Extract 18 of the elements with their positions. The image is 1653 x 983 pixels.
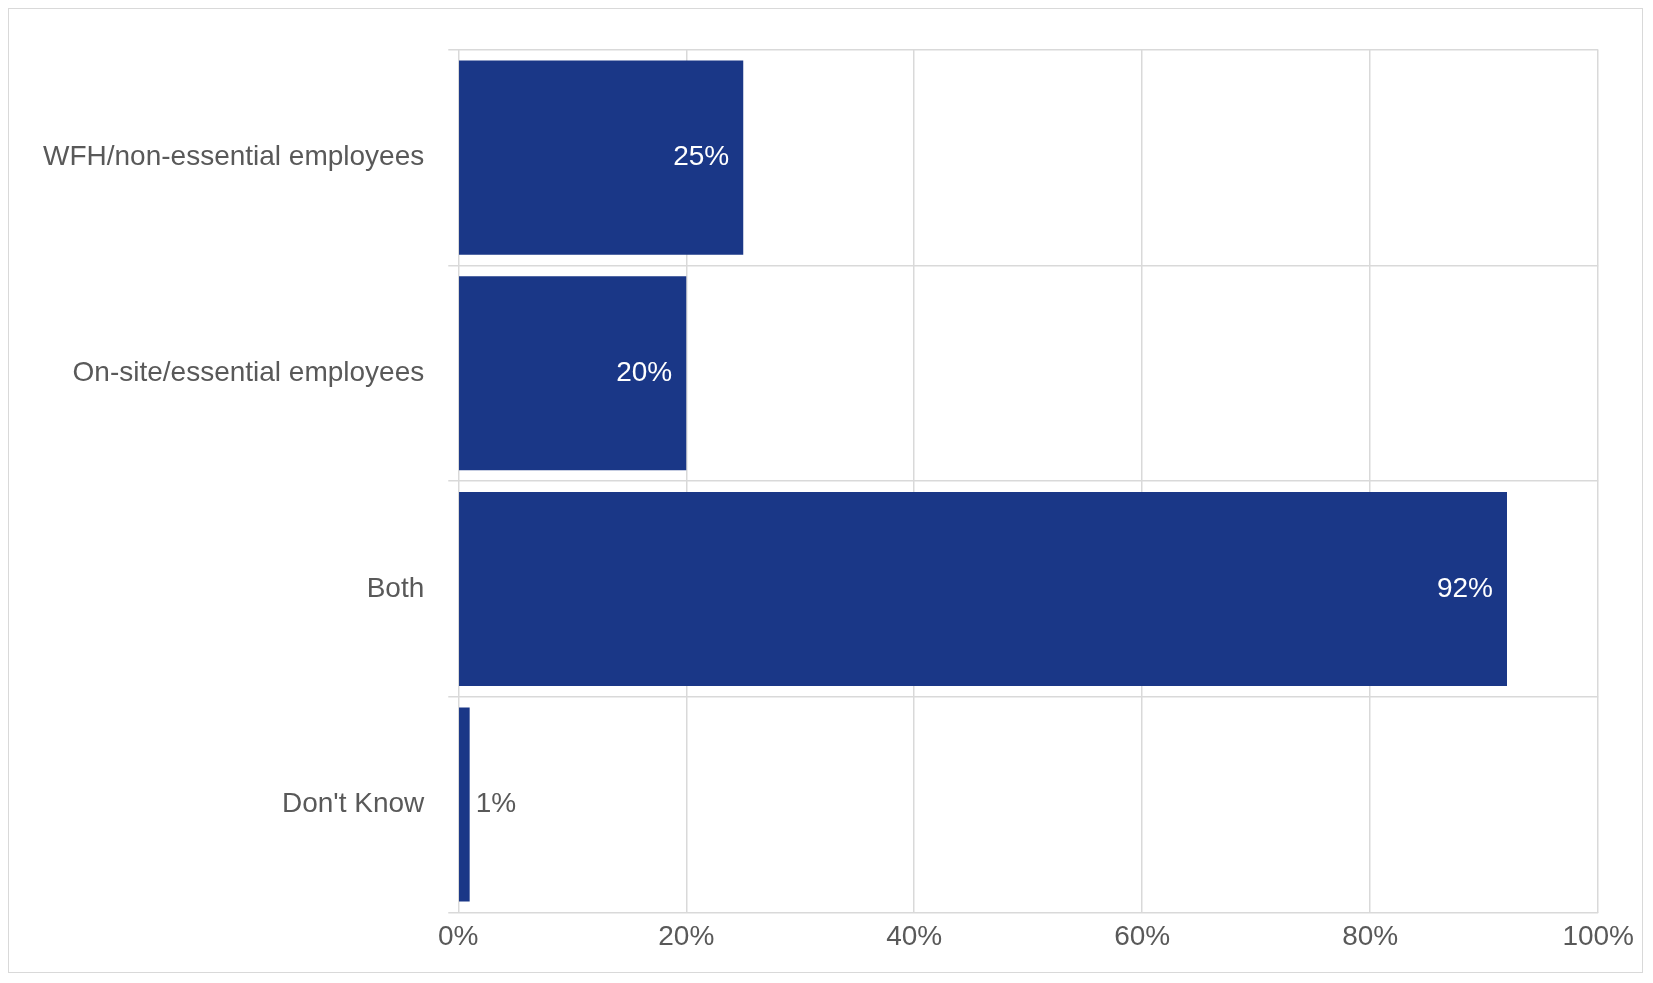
bar [459,276,687,471]
x-tick-label: 100% [1562,919,1635,951]
x-tick-label: 80% [1342,919,1399,951]
x-tick-label: 20% [658,919,715,951]
data-label: 1% [475,787,517,819]
x-tick-label: 60% [1114,919,1171,951]
y-tick-label: WFH/non-essential employees [42,140,425,172]
bar [459,491,1507,686]
data-label: 92% [1436,571,1493,603]
bar [459,60,744,255]
data-label: 20% [616,355,673,387]
x-tick-label: 40% [886,919,943,951]
y-tick-label: Both [366,571,425,603]
x-tick-label: 0% [438,919,479,951]
data-label: 25% [673,140,730,172]
y-tick-label: Don't Know [281,787,426,819]
y-tick-label: On-site/essential employees [72,355,425,387]
bar [459,707,470,902]
